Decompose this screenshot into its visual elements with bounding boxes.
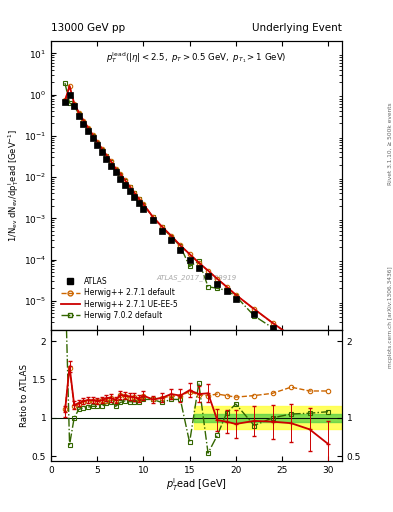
Text: Rivet 3.1.10, ≥ 500k events: Rivet 3.1.10, ≥ 500k events [388, 102, 393, 185]
Y-axis label: Ratio to ATLAS: Ratio to ATLAS [20, 364, 29, 426]
X-axis label: $p_T^{\rm l}$ead [GeV]: $p_T^{\rm l}$ead [GeV] [166, 476, 227, 493]
Y-axis label: 1/N$_{\rm ev}$ dN$_{\rm ev}$/dp$_{\rm T}^{\rm l}$ead [GeV$^{-1}$]: 1/N$_{\rm ev}$ dN$_{\rm ev}$/dp$_{\rm T}… [6, 129, 21, 242]
Text: ATLAS_2017_I1509919: ATLAS_2017_I1509919 [156, 274, 237, 281]
Text: Underlying Event: Underlying Event [252, 23, 342, 33]
Text: $p_T^{\rm lead}(|\eta| < 2.5,\ p_T > 0.5\ {\rm GeV},\ p_{T_1} > 1\ {\rm GeV})$: $p_T^{\rm lead}(|\eta| < 2.5,\ p_T > 0.5… [106, 50, 287, 65]
Text: mcplots.cern.ch [arXiv:1306.3436]: mcplots.cern.ch [arXiv:1306.3436] [388, 267, 393, 368]
Text: 13000 GeV pp: 13000 GeV pp [51, 23, 125, 33]
Legend: ATLAS, Herwig++ 2.7.1 default, Herwig++ 2.7.1 UE-EE-5, Herwig 7.0.2 default: ATLAS, Herwig++ 2.7.1 default, Herwig++ … [58, 274, 181, 323]
